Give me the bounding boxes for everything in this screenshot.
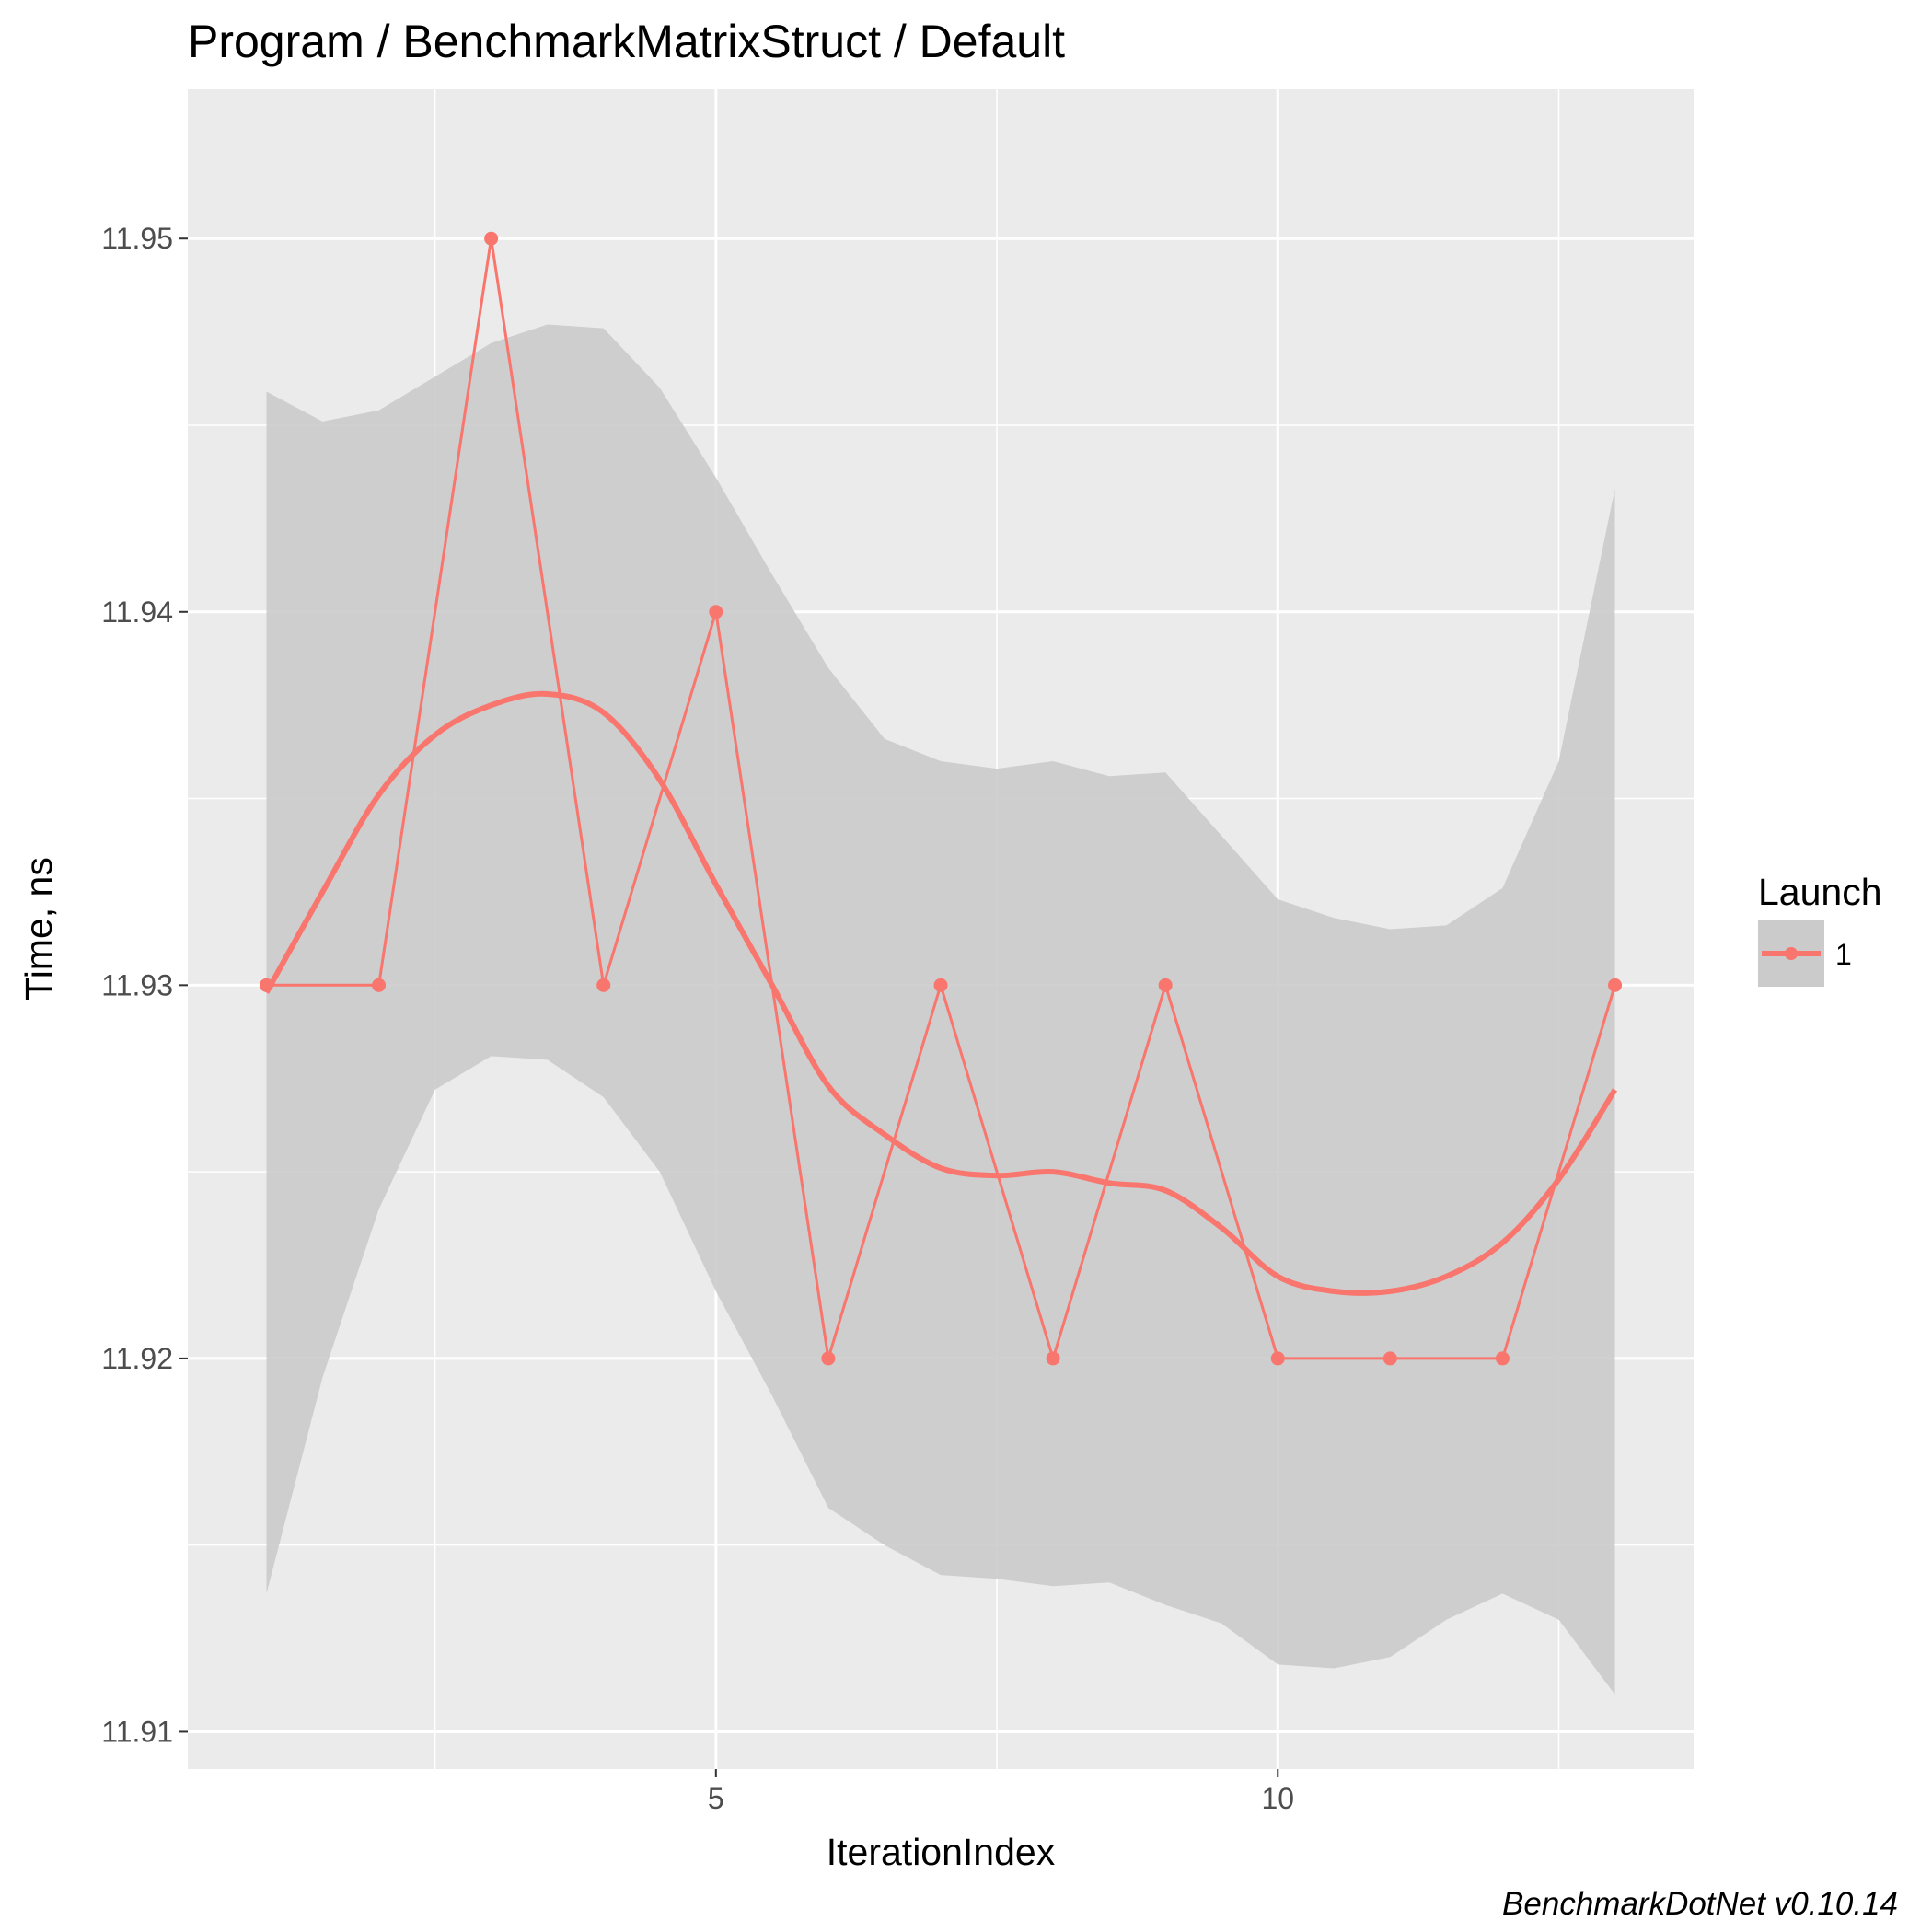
- x-axis-title: IterationIndex: [827, 1831, 1056, 1873]
- x-axis-ticks: 5 10: [708, 1769, 1294, 1815]
- data-point: [596, 978, 611, 992]
- y-tick-label: 11.94: [101, 596, 173, 629]
- y-tick-label: 11.91: [101, 1715, 173, 1748]
- data-point: [821, 1351, 836, 1366]
- smooth-trend-line: [263, 690, 1618, 1296]
- x-tick-label: 10: [1261, 1782, 1294, 1815]
- data-point: [933, 978, 948, 992]
- data-point: [259, 978, 273, 992]
- data-points: [259, 231, 1623, 1366]
- y-axis-title: Time, ns: [17, 857, 60, 1001]
- data-point: [1158, 978, 1173, 992]
- chart-caption: BenchmarkDotNet v0.10.14: [1502, 1886, 1898, 1922]
- data-point: [484, 231, 499, 246]
- y-axis-ticks: 11.91 11.92 11.93 11.94 11.95: [101, 222, 188, 1748]
- y-tick-label: 11.93: [101, 968, 173, 1001]
- data-point: [1046, 1351, 1060, 1366]
- data-point: [1270, 1351, 1285, 1366]
- y-tick-label: 11.95: [101, 222, 173, 255]
- legend-point-swatch: [1785, 947, 1798, 960]
- data-point: [372, 978, 387, 992]
- data-point: [709, 605, 723, 619]
- data-point: [1608, 978, 1623, 992]
- legend: Launch 1: [1758, 871, 1882, 987]
- data-point: [1495, 1351, 1510, 1366]
- chart-title: Program / BenchmarkMatrixStruct / Defaul…: [188, 16, 1065, 67]
- legend-label-1: 1: [1835, 938, 1852, 971]
- legend-title: Launch: [1758, 871, 1882, 913]
- x-tick-label: 5: [708, 1782, 724, 1815]
- y-tick-label: 11.92: [101, 1342, 173, 1375]
- data-point: [1382, 1351, 1397, 1366]
